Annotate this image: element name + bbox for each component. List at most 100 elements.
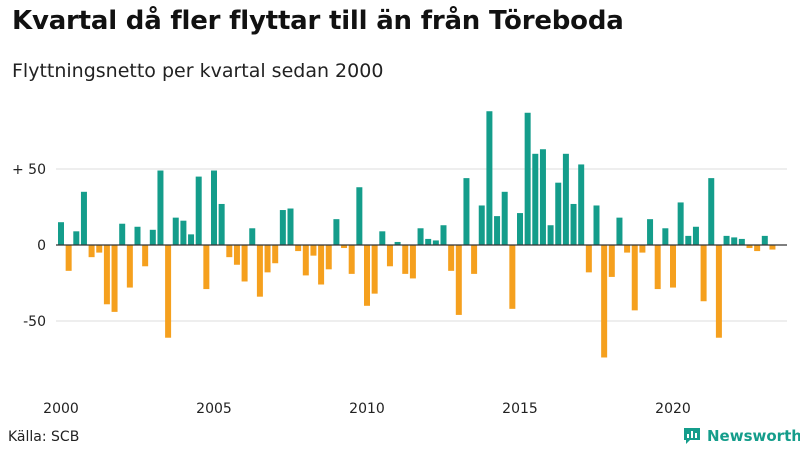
bar: [478, 205, 485, 245]
bar: [356, 187, 363, 245]
brand-name: Newsworthy: [707, 427, 800, 445]
bar: [509, 245, 516, 309]
bar: [96, 245, 103, 253]
y-tick-label: 0: [37, 238, 46, 254]
chart-title: Kvartal då fler flyttar till än från Tör…: [12, 6, 624, 36]
bar: [211, 170, 217, 245]
bar: [65, 245, 72, 271]
bar: [654, 245, 661, 290]
bar: [325, 245, 332, 270]
bar: [746, 245, 753, 249]
bar: [440, 225, 447, 245]
bar: [647, 219, 654, 245]
bar: [425, 238, 432, 245]
bar: [677, 202, 684, 245]
bar: [119, 223, 126, 245]
bar: [379, 231, 386, 245]
bar: [409, 245, 416, 279]
bar: [570, 203, 577, 245]
x-tick-label: 2000: [43, 401, 79, 417]
bar: [126, 245, 133, 288]
bar: [639, 245, 646, 253]
bar: [394, 241, 401, 245]
bar: [708, 178, 715, 245]
bar: [295, 245, 302, 252]
x-tick-label: 2020: [655, 401, 691, 417]
bar: [188, 234, 195, 245]
bar: [149, 229, 156, 245]
bar: [562, 153, 569, 245]
bar: [402, 245, 409, 274]
bar: [432, 240, 439, 245]
bar: [256, 245, 263, 297]
bar: [180, 220, 187, 245]
bar: [249, 228, 256, 245]
bar: [631, 245, 638, 311]
brand-logo: Newsworthy: [682, 426, 800, 446]
bar: [157, 170, 164, 245]
bar: [578, 164, 585, 245]
x-tick-label: 2015: [502, 401, 538, 417]
bar: [203, 245, 210, 290]
bar: [318, 245, 325, 285]
bar: [700, 245, 707, 302]
bar: [264, 245, 271, 273]
bar: [172, 217, 179, 245]
bars: [58, 111, 776, 358]
bar: [692, 226, 699, 245]
bar: [386, 245, 393, 267]
grid-lines: [56, 168, 787, 322]
y-tick-label: -50: [23, 314, 46, 330]
bar: [555, 182, 562, 245]
axes: + 50 0 -50 2000 2005 2010 2015 2020: [12, 162, 787, 417]
bar: [134, 226, 141, 245]
newsworthy-logo-icon: [684, 428, 700, 444]
bar: [195, 176, 202, 245]
bar: [80, 191, 87, 245]
bar: [585, 245, 592, 273]
bar: [448, 245, 455, 271]
bar: [272, 245, 279, 264]
x-tick-label: 2005: [196, 401, 232, 417]
bar: [73, 231, 80, 245]
bar: [517, 213, 523, 245]
bar: [738, 238, 745, 245]
bar: [754, 245, 761, 252]
bar: [769, 245, 776, 250]
bar: [486, 111, 493, 246]
bar: [494, 216, 501, 245]
bar: [218, 203, 225, 245]
bar: [348, 245, 355, 274]
bar: [601, 245, 608, 358]
bar: [723, 235, 730, 245]
bar: [88, 245, 95, 258]
bar: [685, 235, 692, 245]
x-tick-label: 2010: [349, 401, 385, 417]
bar: [593, 205, 600, 245]
bar: [501, 191, 508, 245]
bar: [608, 245, 615, 277]
bar: [539, 149, 546, 245]
bar: [111, 245, 118, 312]
bar: [333, 219, 340, 245]
bar: [287, 208, 294, 245]
bar: [279, 210, 286, 245]
bar: [371, 245, 378, 294]
bar: [58, 222, 64, 245]
bar: [547, 225, 554, 245]
bar: [241, 245, 248, 282]
bar: [670, 245, 676, 288]
bar: [103, 245, 110, 305]
bar: [463, 178, 470, 245]
bar: [417, 228, 424, 245]
bar: [662, 228, 669, 245]
bar: [302, 245, 309, 276]
bar: [341, 245, 348, 249]
bar: [524, 112, 531, 245]
bar: [715, 245, 722, 338]
bar: [233, 245, 240, 265]
bar: [624, 245, 631, 253]
bar: [761, 235, 768, 245]
bar: [226, 245, 233, 258]
